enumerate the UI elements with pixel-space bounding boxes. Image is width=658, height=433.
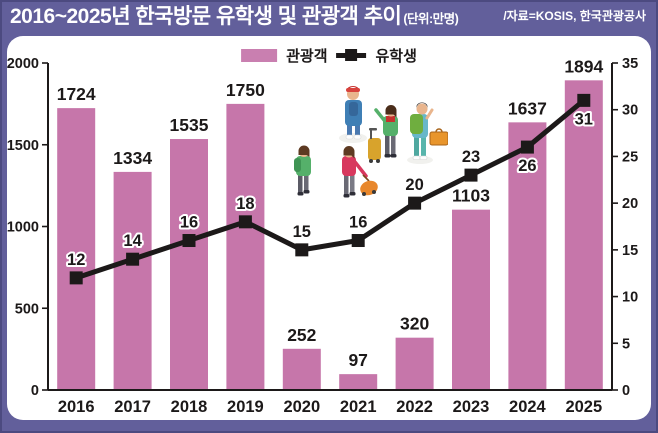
svg-text:2017: 2017 xyxy=(114,398,151,416)
marker-2021 xyxy=(351,234,365,248)
student-line xyxy=(75,98,586,281)
unit-label: (단위:만명) xyxy=(403,12,459,26)
svg-text:16: 16 xyxy=(349,214,367,232)
marker-2019 xyxy=(238,215,252,229)
svg-text:1103: 1103 xyxy=(452,186,490,206)
year-labels: 2016 2017 2018 2019 2020 2021 2022 2023 2024 2025 xyxy=(58,398,602,416)
source-credit: /자료=KOSIS, 한국관광공사 xyxy=(503,8,646,23)
marker-2022 xyxy=(408,196,422,210)
student-line-labels: 12 14 16 18 15 16 20 23 26 31 xyxy=(65,108,595,271)
travelers-illustration xyxy=(294,86,448,198)
svg-text:500: 500 xyxy=(15,301,39,317)
bar-2022 xyxy=(395,337,434,390)
svg-text:2025: 2025 xyxy=(565,398,602,416)
svg-text:320: 320 xyxy=(400,314,429,334)
orange-duffel xyxy=(360,174,378,196)
svg-text:2020: 2020 xyxy=(283,398,320,416)
student-legend-label: 유학생 xyxy=(375,48,417,65)
svg-text:2023: 2023 xyxy=(453,398,490,416)
student-legend-square xyxy=(345,49,358,61)
svg-text:23: 23 xyxy=(462,148,480,166)
svg-text:15: 15 xyxy=(293,223,311,241)
marker-2016 xyxy=(69,271,83,285)
svg-text:0: 0 xyxy=(31,383,39,399)
bar-2023 xyxy=(452,209,490,390)
tourist-bars: 1724 1334 1535 1750 252 97 320 1103 1637 1894 xyxy=(57,56,604,391)
bar-2016 xyxy=(57,108,96,390)
svg-text:35: 35 xyxy=(622,56,638,72)
bar-2024 xyxy=(508,122,547,391)
svg-text:2018: 2018 xyxy=(171,398,208,416)
svg-text:31: 31 xyxy=(575,110,593,128)
svg-text:1724: 1724 xyxy=(57,84,96,104)
svg-text:2024: 2024 xyxy=(509,398,547,416)
bar-2025 xyxy=(564,80,603,391)
header: 2016~2025년 한국방문 유학생 및 관광객 추이 (단위:만명) /자료… xyxy=(0,0,658,36)
student-line-markers xyxy=(69,93,591,285)
marker-2017 xyxy=(126,252,140,266)
marker-2023 xyxy=(464,168,478,182)
svg-text:2016: 2016 xyxy=(58,398,95,416)
svg-text:30: 30 xyxy=(622,103,638,119)
svg-text:16: 16 xyxy=(180,214,198,232)
svg-text:12: 12 xyxy=(67,251,85,269)
svg-text:252: 252 xyxy=(287,325,316,345)
marker-2018 xyxy=(182,234,196,248)
left-axis-ticks: 0 500 1000 1500 2000 xyxy=(7,56,48,399)
svg-text:2000: 2000 xyxy=(7,56,39,72)
title-text: 2016~2025년 한국방문 유학생 및 관광객 추이 xyxy=(10,5,402,28)
svg-text:1637: 1637 xyxy=(508,98,547,118)
svg-text:5: 5 xyxy=(622,336,630,352)
svg-text:1894: 1894 xyxy=(564,56,603,76)
svg-text:97: 97 xyxy=(348,350,367,370)
tourist-legend-label: 관광객 xyxy=(286,48,328,65)
marker-2025 xyxy=(577,93,591,107)
svg-text:26: 26 xyxy=(518,157,536,175)
bar-2020 xyxy=(282,348,321,390)
tourist-legend-swatch xyxy=(241,49,278,62)
traveler-pink-top xyxy=(342,146,378,198)
bar-2017 xyxy=(113,171,152,390)
chart-legend: 관광객 유학생 xyxy=(241,45,417,66)
orange-briefcase xyxy=(429,128,448,146)
bar-2018 xyxy=(170,139,208,390)
right-axis-ticks: 0 5 10 15 20 25 30 35 xyxy=(612,56,638,399)
bar-2019 xyxy=(226,103,265,390)
svg-text:1334: 1334 xyxy=(113,148,152,168)
svg-text:14: 14 xyxy=(123,232,142,250)
marker-2020 xyxy=(295,243,309,257)
chart-panel: 1724 1334 1535 1750 252 97 320 1103 1637 1894 0 500… xyxy=(7,36,651,420)
svg-text:2019: 2019 xyxy=(227,398,264,416)
combo-chart: 1724133415351750252973201103163718940500… xyxy=(7,56,638,416)
traveler-blue-jacket xyxy=(339,86,367,143)
svg-text:2021: 2021 xyxy=(340,398,377,416)
svg-text:0: 0 xyxy=(622,383,630,399)
svg-text:1750: 1750 xyxy=(226,80,265,100)
svg-text:2022: 2022 xyxy=(396,398,433,416)
svg-text:25: 25 xyxy=(622,149,638,165)
svg-text:1535: 1535 xyxy=(170,115,209,135)
page-title: 2016~2025년 한국방문 유학생 및 관광객 추이 (단위:만명) xyxy=(10,0,459,30)
svg-text:15: 15 xyxy=(622,243,638,259)
svg-text:18: 18 xyxy=(236,195,254,213)
svg-text:20: 20 xyxy=(405,176,423,194)
yellow-suitcase xyxy=(368,128,381,163)
svg-text:20: 20 xyxy=(622,196,638,212)
student-legend-marker xyxy=(336,49,367,61)
traveler-green-jacket xyxy=(294,145,311,196)
bar-2021 xyxy=(339,374,378,390)
svg-text:1500: 1500 xyxy=(7,138,39,154)
marker-2024 xyxy=(520,140,534,154)
svg-text:10: 10 xyxy=(622,290,638,306)
svg-text:1000: 1000 xyxy=(7,220,39,236)
traveler-waving-woman xyxy=(368,105,398,163)
traveler-backpack-man xyxy=(407,102,448,164)
